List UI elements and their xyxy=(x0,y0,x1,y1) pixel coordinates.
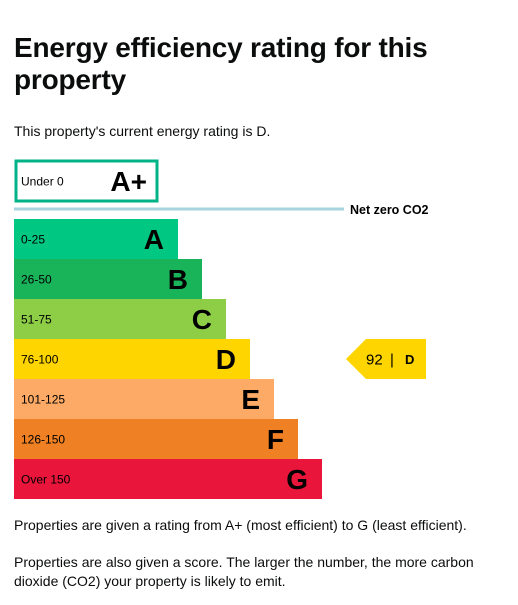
net-zero-label: Net zero CO2 xyxy=(350,203,429,217)
rating-explanation-text: Properties are given a rating from A+ (m… xyxy=(14,517,467,533)
band-e-range: 101-125 xyxy=(21,393,65,407)
band-a-plus-range: Under 0 xyxy=(21,175,64,189)
current-rating-text: This property's current energy rating is… xyxy=(14,123,271,139)
band-e-letter: E xyxy=(241,384,260,415)
current-score-letter: D xyxy=(405,352,414,367)
current-score-value: 92 xyxy=(366,352,383,369)
band-c xyxy=(14,299,226,339)
band-g-range: Over 150 xyxy=(21,473,71,487)
band-f-range: 126-150 xyxy=(21,433,65,447)
band-a-plus xyxy=(14,159,159,203)
band-e xyxy=(14,379,274,419)
band-c-letter: C xyxy=(192,304,212,335)
current-score-separator: | xyxy=(390,352,394,369)
current-score-marker: 92 | D xyxy=(346,339,426,379)
band-a-letter: A xyxy=(144,224,164,255)
band-d xyxy=(14,339,250,379)
rating-bands: Under 0 A+ 0-25 A 26-50 B 51-75 C 76-100 D 101-125… xyxy=(14,159,322,499)
score-explanation-text: Properties are also given a score. The l… xyxy=(14,554,474,589)
band-a-plus-letter: A+ xyxy=(110,166,147,197)
band-d-letter: D xyxy=(216,344,236,375)
band-a xyxy=(14,219,178,259)
current-score-arrow xyxy=(346,339,426,379)
band-g-letter: G xyxy=(286,464,308,495)
page-title: Energy efficiency rating for this proper… xyxy=(14,32,428,95)
band-b-letter: B xyxy=(168,264,188,295)
band-a-range: 0-25 xyxy=(21,233,45,247)
band-g xyxy=(14,459,322,499)
band-f-letter: F xyxy=(267,424,284,455)
net-zero-marker: Net zero CO2 xyxy=(14,203,429,217)
band-b xyxy=(14,259,202,299)
band-f xyxy=(14,419,298,459)
band-b-range: 26-50 xyxy=(21,273,52,287)
band-c-range: 51-75 xyxy=(21,313,52,327)
band-d-range: 76-100 xyxy=(21,353,59,367)
